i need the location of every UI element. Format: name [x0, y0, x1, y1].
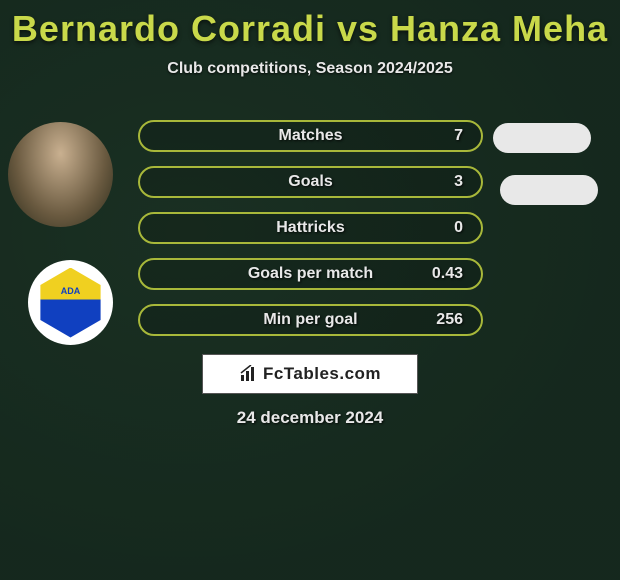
page-title: Bernardo Corradi vs Hanza Meha	[0, 0, 620, 50]
chart-icon	[239, 365, 257, 383]
player2-pill-goals	[500, 175, 598, 205]
subtitle: Club competitions, Season 2024/2025	[0, 60, 620, 78]
stat-value: 0.43	[432, 265, 463, 283]
stat-label: Goals per match	[248, 265, 373, 283]
stat-row-matches: Matches 7	[138, 120, 483, 152]
stat-row-gpm: Goals per match 0.43	[138, 258, 483, 290]
stat-row-mpg: Min per goal 256	[138, 304, 483, 336]
player2-pill-matches	[493, 123, 591, 153]
stat-value: 3	[454, 173, 463, 191]
stats-panel: Matches 7 Goals 3 Hattricks 0 Goals per …	[138, 120, 483, 350]
stat-label: Hattricks	[276, 219, 344, 237]
stat-value: 256	[436, 311, 463, 329]
avatar-image	[8, 122, 113, 227]
brand-text: FcTables.com	[263, 364, 381, 384]
stat-row-hattricks: Hattricks 0	[138, 212, 483, 244]
stat-value: 0	[454, 219, 463, 237]
stat-label: Min per goal	[263, 311, 357, 329]
stat-row-goals: Goals 3	[138, 166, 483, 198]
stat-label: Matches	[278, 127, 342, 145]
badge-text: ADA	[36, 286, 106, 296]
stat-value: 7	[454, 127, 463, 145]
stat-label: Goals	[288, 173, 332, 191]
brand-box[interactable]: FcTables.com	[202, 354, 418, 394]
club-badge: ADA	[28, 260, 113, 345]
date-text: 24 december 2024	[0, 408, 620, 428]
player1-avatar	[8, 122, 113, 227]
badge-shield: ADA	[36, 268, 106, 338]
